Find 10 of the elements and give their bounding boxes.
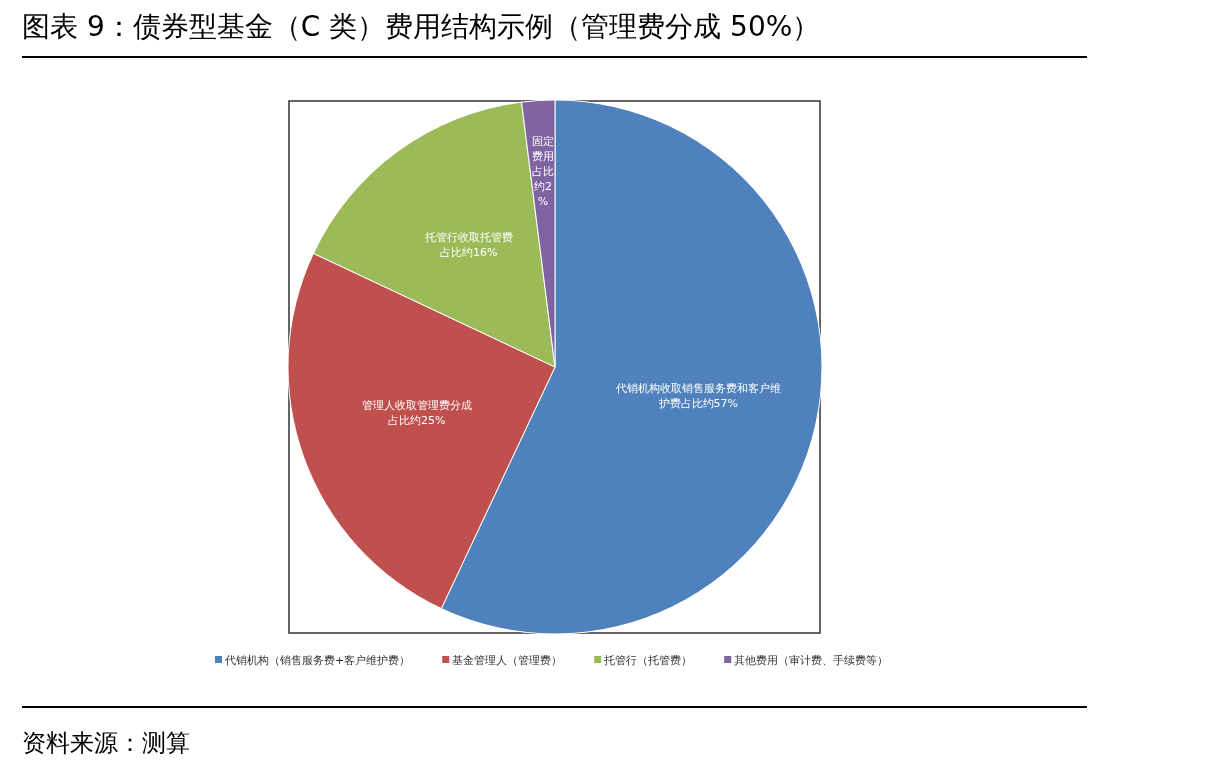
legend-label: 基金管理人（管理费）: [452, 654, 563, 667]
data-label: 固定费用占比约2%: [531, 135, 554, 209]
data-label: 托管行收取托管费占比约16%: [423, 230, 513, 259]
data-label: 管理人收取管理费分成占比约25%: [361, 399, 472, 428]
legend-label: 代销机构（销售服务费+客户维护费）: [224, 654, 411, 667]
text: 资料来源：测算: [22, 729, 190, 757]
chart-title: 图表 9：债券型基金（C 类）费用结构示例（管理费分成 50%）: [22, 10, 821, 43]
data-label: 代销机构收取销售服务费和客户维护费占比约57%: [614, 381, 781, 410]
legend-label: 其他费用（审计费、手续费等）: [734, 654, 889, 667]
legend-label: 托管行（托管费）: [603, 654, 693, 667]
